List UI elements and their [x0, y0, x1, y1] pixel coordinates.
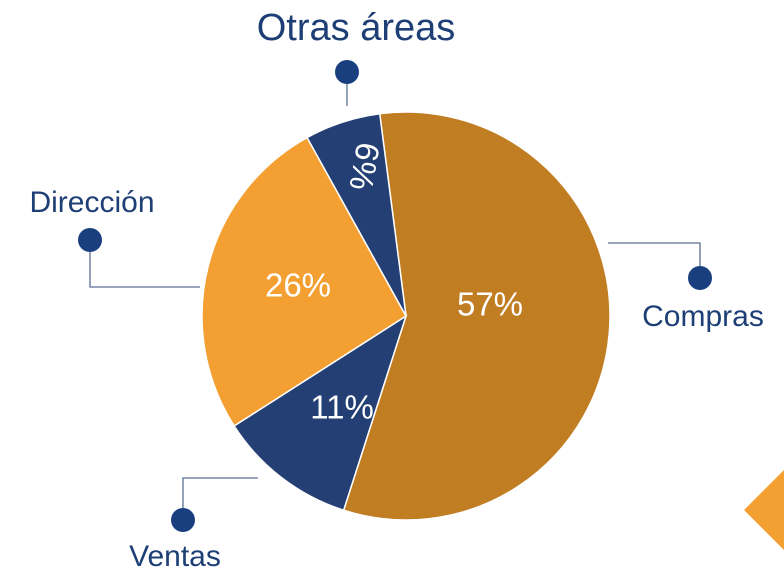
leader-line	[89, 240, 200, 288]
legend-dot	[335, 60, 359, 84]
value-label: 11%	[310, 389, 374, 426]
pie-slice	[233, 314, 408, 512]
legend-dot	[78, 228, 102, 252]
value-label: 26%	[265, 267, 331, 304]
category-label: Dirección	[29, 186, 154, 219]
legend-dot	[688, 266, 712, 290]
legend-dot	[171, 508, 195, 532]
pie-slice	[201, 136, 407, 427]
leader-line	[608, 242, 701, 278]
leader-line	[182, 477, 258, 520]
category-label: Compras	[642, 300, 764, 333]
value-label: 57%	[457, 286, 523, 323]
pie-slice	[306, 112, 407, 317]
category-label: Ventas	[129, 540, 221, 573]
value-label: 6%	[342, 140, 387, 193]
decoration	[744, 470, 784, 550]
pie-slice	[342, 111, 611, 521]
category-label: Otras áreas	[257, 7, 456, 49]
